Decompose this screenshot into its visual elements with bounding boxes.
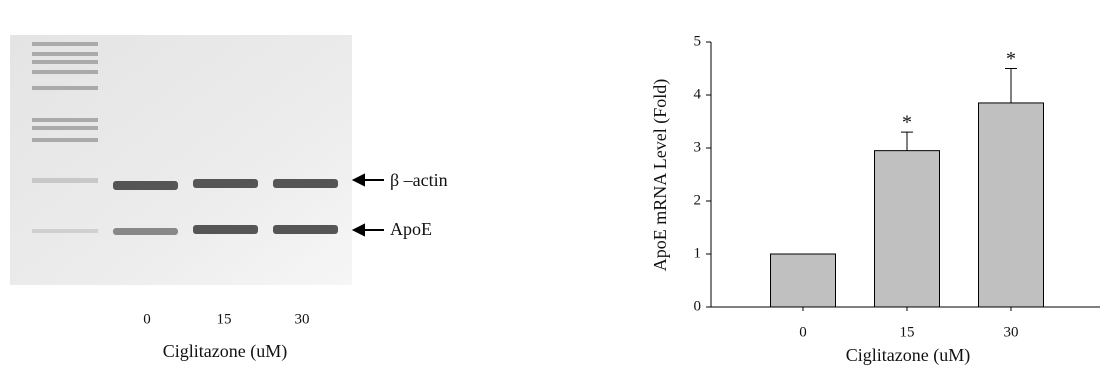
x-tick-label: 0 bbox=[799, 324, 807, 340]
x-axis-label: Ciglitazone (uM) bbox=[846, 345, 970, 366]
y-tick-label: 4 bbox=[694, 86, 702, 102]
y-tick-label: 5 bbox=[694, 33, 702, 49]
lane-label: 15 bbox=[217, 311, 232, 327]
bar bbox=[979, 103, 1044, 307]
x-tick-label: 15 bbox=[900, 324, 915, 340]
marker-label: ApoE bbox=[390, 219, 432, 239]
bar bbox=[771, 254, 836, 307]
y-tick-label: 1 bbox=[694, 245, 702, 261]
marker-label: β –actin bbox=[390, 170, 448, 190]
y-tick-label: 3 bbox=[694, 139, 702, 155]
gel-xlabel: Ciglitazone (uM) bbox=[163, 341, 287, 362]
lane-label: 0 bbox=[143, 311, 151, 327]
y-tick-label: 0 bbox=[694, 298, 702, 314]
lane-label: 30 bbox=[295, 311, 310, 327]
x-tick-label: 30 bbox=[1004, 324, 1019, 340]
significance-mark: * bbox=[902, 112, 912, 134]
page: β –actin ApoE 0 15 30 Ciglitazone (uM) C… bbox=[0, 0, 1107, 377]
figure: β –actin ApoE 0 15 30 Ciglitazone (uM) C… bbox=[0, 0, 1107, 377]
significance-mark: * bbox=[1006, 48, 1016, 70]
y-tick-label: 2 bbox=[694, 192, 702, 208]
bar-chart: Ciglitazone (uM) ApoE mRNA Level (Fold) … bbox=[650, 33, 1100, 366]
arrows bbox=[354, 175, 384, 235]
bar bbox=[875, 151, 940, 307]
gel-panel: β –actin ApoE 0 15 30 Ciglitazone (uM) bbox=[10, 35, 448, 362]
y-axis-label: ApoE mRNA Level (Fold) bbox=[650, 79, 671, 271]
